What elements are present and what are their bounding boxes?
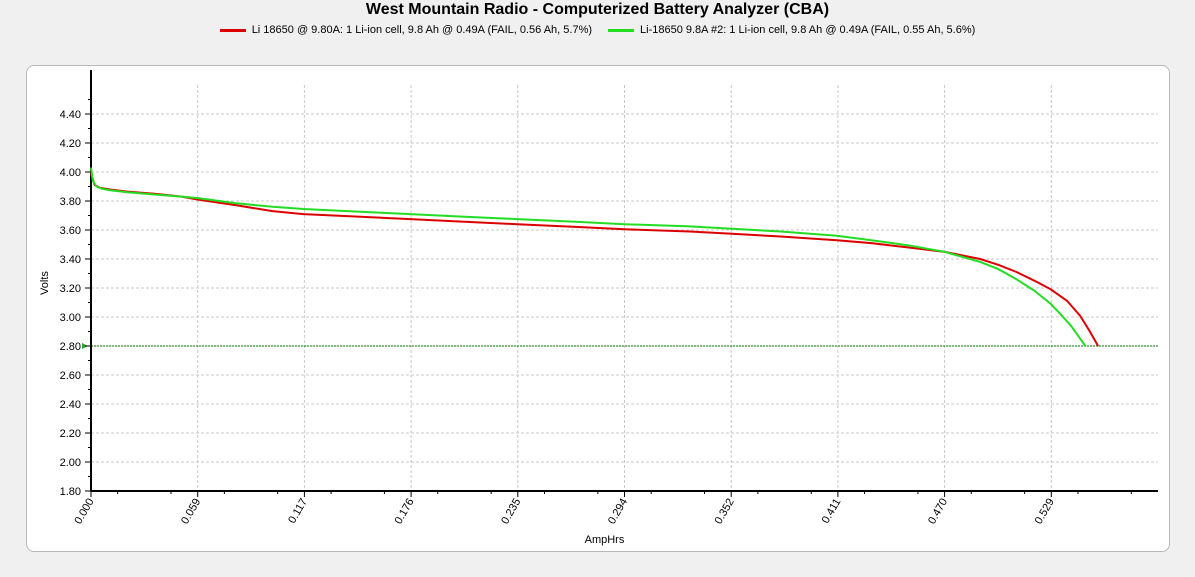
x-tick-label: 0.294 bbox=[606, 497, 630, 527]
legend-label-series-2: Li-18650 9.8A #2: 1 Li-ion cell, 9.8 Ah … bbox=[640, 24, 976, 36]
legend-label-series-1: Li 18650 @ 9.80A: 1 Li-ion cell, 9.8 Ah … bbox=[251, 24, 593, 36]
x-tick-label: 0.000 bbox=[72, 497, 96, 527]
x-tick-label: 0.176 bbox=[393, 497, 417, 527]
y-tick-label: 2.20 bbox=[60, 428, 81, 440]
x-tick-label: 0.117 bbox=[286, 497, 310, 526]
legend: Li 18650 @ 9.80A: 1 Li-ion cell, 9.8 Ah … bbox=[0, 24, 1195, 36]
legend-swatch-series-2 bbox=[608, 28, 635, 32]
y-tick-label: 4.00 bbox=[60, 167, 81, 179]
y-tick-label: 3.00 bbox=[60, 312, 81, 324]
y-tick-label: 2.80 bbox=[60, 341, 81, 353]
x-tick-label: 0.059 bbox=[179, 497, 203, 527]
legend-item-series-1[interactable]: Li 18650 @ 9.80A: 1 Li-ion cell, 9.8 Ah … bbox=[219, 24, 593, 36]
legend-swatch-series-1 bbox=[219, 28, 246, 32]
y-tick-label: 3.60 bbox=[60, 225, 81, 237]
x-tick-label: 0.529 bbox=[1033, 497, 1057, 527]
chart-title: West Mountain Radio - Computerized Batte… bbox=[365, 1, 830, 18]
plot-panel bbox=[26, 65, 1170, 552]
x-tick-label: 0.470 bbox=[926, 497, 950, 527]
series-line-2 bbox=[90, 167, 1087, 347]
x-axis-label: AmpHrs bbox=[585, 534, 625, 546]
x-tick-label: 0.411 bbox=[820, 497, 844, 526]
y-tick-label: 3.40 bbox=[60, 254, 81, 266]
x-tick-label: 0.235 bbox=[499, 497, 523, 527]
y-tick-label: 3.80 bbox=[60, 196, 81, 208]
y-tick-label: 1.80 bbox=[60, 486, 81, 498]
legend-item-series-2[interactable]: Li-18650 9.8A #2: 1 Li-ion cell, 9.8 Ah … bbox=[608, 24, 975, 36]
y-tick-label: 4.20 bbox=[60, 138, 81, 150]
y-tick-label: 2.00 bbox=[60, 457, 81, 469]
y-tick-label: 3.20 bbox=[60, 283, 81, 295]
y-tick-label: 2.60 bbox=[60, 370, 81, 382]
x-tick-label: 0.352 bbox=[713, 497, 737, 527]
y-axis-label: Volts bbox=[39, 271, 51, 295]
y-tick-label: 2.40 bbox=[60, 399, 81, 411]
y-tick-label: 4.40 bbox=[60, 109, 81, 121]
series-line-1 bbox=[90, 173, 1099, 347]
